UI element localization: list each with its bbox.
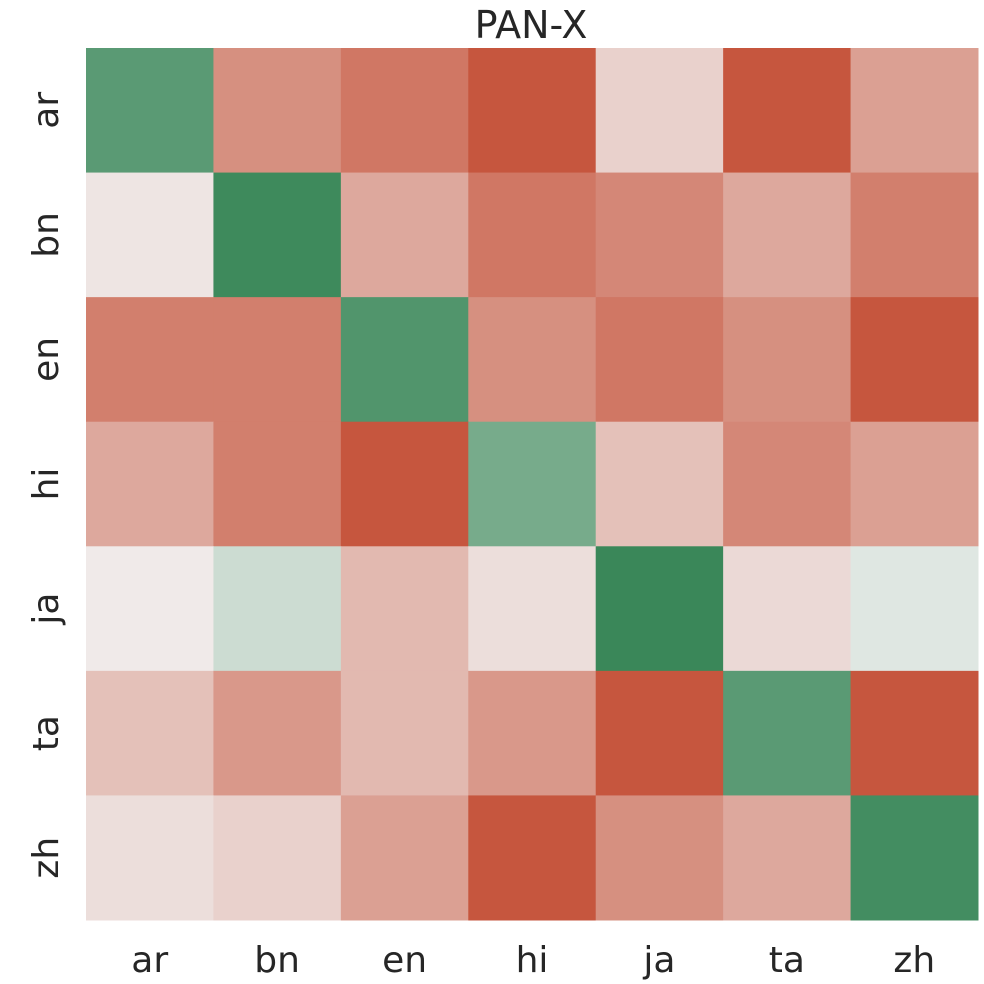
heatmap-cell-ta-ja (595, 670, 724, 796)
x-tick-label-zh: zh (893, 940, 935, 981)
heatmap-cell-bn-zh (850, 172, 979, 298)
heatmap-cell-zh-en (340, 795, 469, 921)
y-tick-labels: ar bn en hi ja ta zh (26, 92, 67, 879)
heatmap-cell-en-ta (723, 297, 852, 423)
heatmap-cell-bn-en (340, 172, 469, 298)
heatmap-cell-en-zh (850, 297, 979, 423)
heatmap-cell-ta-ar (86, 670, 214, 796)
heatmap-cell-ta-zh (850, 670, 979, 796)
heatmap-cell-bn-bn (213, 172, 342, 298)
heatmap-cell-zh-hi (468, 795, 597, 921)
heatmap-cell-en-ja (595, 297, 724, 423)
heatmap-cell-ta-hi (468, 670, 597, 796)
heatmap-cell-bn-ta (723, 172, 852, 298)
heatmap-cell-ta-ta (723, 670, 852, 796)
heatmap-cell-ar-ar (86, 48, 214, 174)
y-tick-label-zh: zh (26, 837, 67, 879)
y-tick-label-hi: hi (26, 468, 67, 501)
heatmap-cell-ar-hi (468, 48, 597, 174)
heatmap-cell-zh-ta (723, 795, 852, 921)
y-tick-label-bn: bn (26, 212, 67, 258)
heatmap-cell-ja-ar (86, 546, 214, 672)
heatmap-cell-zh-zh (850, 795, 979, 921)
heatmap-cell-ar-zh (850, 48, 979, 174)
heatmap-cell-ta-en (340, 670, 469, 796)
heatmap-cell-ja-hi (468, 546, 597, 672)
chart-title: PAN-X (475, 3, 588, 47)
heatmap-cell-hi-ja (595, 421, 724, 547)
heatmap-cell-en-ar (86, 297, 214, 423)
heatmap-cell-hi-zh (850, 421, 979, 547)
x-tick-label-ar: ar (131, 940, 168, 981)
heatmap-cell-hi-hi (468, 421, 597, 547)
heatmap-cell-hi-ta (723, 421, 852, 547)
heatmap-cell-en-en (340, 297, 469, 423)
heatmap-cell-bn-hi (468, 172, 597, 298)
heatmap-cell-ja-bn (213, 546, 342, 672)
heatmap-cell-ar-bn (213, 48, 342, 174)
heatmap-cell-zh-bn (213, 795, 342, 921)
heatmap-cell-ja-en (340, 546, 469, 672)
heatmap-cell-bn-ar (86, 172, 214, 298)
x-tick-label-ja: ja (642, 940, 675, 981)
heatmap-cell-en-hi (468, 297, 597, 423)
heatmap-cell-zh-ja (595, 795, 724, 921)
heatmap-cell-ar-en (340, 48, 469, 174)
heatmap-cell-hi-en (340, 421, 469, 547)
heatmap-cell-ar-ja (595, 48, 724, 174)
x-tick-label-en: en (382, 940, 427, 981)
x-tick-label-ta: ta (769, 940, 805, 981)
heatmap-cell-zh-ar (86, 795, 214, 921)
heatmap-cell-ar-ta (723, 48, 852, 174)
x-tick-label-hi: hi (516, 940, 549, 981)
y-tick-label-en: en (26, 337, 67, 382)
heatmap-cell-ta-bn (213, 670, 342, 796)
heatmap-cell-ja-zh (850, 546, 979, 672)
heatmap-cell-bn-ja (595, 172, 724, 298)
y-tick-label-ar: ar (26, 92, 67, 129)
y-tick-label-ja: ja (26, 593, 67, 626)
heatmap-cells (86, 48, 979, 921)
heatmap-cell-ja-ta (723, 546, 852, 672)
x-tick-label-bn: bn (254, 940, 300, 981)
heatmap-cell-en-bn (213, 297, 342, 423)
heatmap-cell-hi-ar (86, 421, 214, 547)
heatmap-cell-hi-bn (213, 421, 342, 547)
x-tick-labels: ar bn en hi ja ta zh (131, 940, 935, 981)
heatmap-cell-ja-ja (595, 546, 724, 672)
y-tick-label-ta: ta (26, 715, 67, 751)
